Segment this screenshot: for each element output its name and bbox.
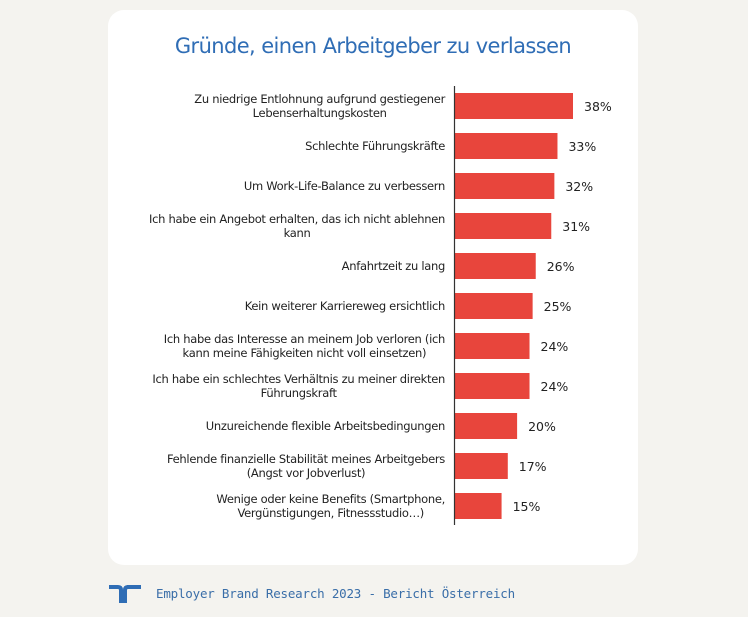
category-label: Um Work-Life-Balance zu verbessern (244, 179, 445, 193)
category-label: Kein weiterer Karriereweg ersichtlich (245, 299, 445, 313)
bars-layer: 38% Zu niedrige Entlohnung aufgrund gesti… (149, 92, 612, 520)
category-label: Zu niedrige Entlohnung aufgrund gestiege… (194, 92, 445, 120)
value-label: 38% (584, 99, 612, 114)
category-label: Unzureichende flexible Arbeitsbedingunge… (206, 419, 445, 433)
category-label-line: Ich habe ein schlechtes Verhältnis zu me… (152, 372, 445, 386)
value-label: 25% (544, 299, 572, 314)
value-label: 15% (513, 499, 541, 514)
category-label-line: kann (284, 226, 311, 240)
value-label: 26% (547, 259, 575, 274)
bar (455, 213, 552, 239)
bar (455, 413, 518, 439)
category-label-line: Um Work-Life-Balance zu verbessern (244, 179, 445, 193)
randstad-logo-icon (109, 585, 141, 603)
value-label: 32% (565, 179, 593, 194)
bar (455, 333, 530, 359)
category-label: Anfahrtzeit zu lang (342, 259, 445, 273)
category-label-line: Schlechte Führungskräfte (305, 139, 445, 153)
value-label: 17% (519, 459, 547, 474)
category-label-line: Vergünstigungen, Fitnessstudio…) (237, 506, 424, 520)
category-label-line: Fehlende finanzielle Stabilität meines A… (167, 452, 445, 466)
bar (455, 133, 558, 159)
category-label-line: Kein weiterer Karriereweg ersichtlich (245, 299, 445, 313)
value-label: 31% (562, 219, 590, 234)
bar (455, 253, 536, 279)
value-label: 33% (568, 139, 596, 154)
footer: Employer Brand Research 2023 - Bericht Ö… (108, 583, 515, 603)
bar (455, 293, 533, 319)
bar (455, 373, 530, 399)
footer-source-text: Employer Brand Research 2023 - Bericht Ö… (156, 585, 515, 601)
category-label-line: Zu niedrige Entlohnung aufgrund gestiege… (194, 92, 445, 106)
category-label-line: Führungskraft (261, 386, 338, 400)
category-label: Schlechte Führungskräfte (305, 139, 445, 153)
value-label: 24% (541, 339, 569, 354)
category-label-line: kann meine Fähigkeiten nicht voll einset… (183, 346, 427, 360)
category-label: Ich habe ein schlechtes Verhältnis zu me… (152, 372, 445, 400)
category-label: Wenige oder keine Benefits (Smartphone, V… (216, 492, 445, 520)
category-label: Ich habe ein Angebot erhalten, das ich n… (149, 212, 445, 240)
value-label: 24% (541, 379, 569, 394)
value-label: 20% (528, 419, 556, 434)
category-label-line: Ich habe das Interesse an meinem Job ver… (164, 332, 445, 346)
category-label-line: Lebenserhaltungskosten (253, 106, 387, 120)
bar (455, 493, 502, 519)
chart-title: Gründe, einen Arbeitgeber zu verlassen (174, 34, 572, 58)
category-label: Fehlende finanzielle Stabilität meines A… (167, 452, 445, 480)
category-label-line: (Angst vor Jobverlust) (247, 466, 366, 480)
category-label-line: Wenige oder keine Benefits (Smartphone, (216, 492, 445, 506)
category-label-line: Ich habe ein Angebot erhalten, das ich n… (149, 212, 445, 226)
bar (455, 453, 508, 479)
category-label-line: Unzureichende flexible Arbeitsbedingunge… (206, 419, 445, 433)
category-label: Ich habe das Interesse an meinem Job ver… (164, 332, 445, 360)
bar (455, 93, 573, 119)
category-label-line: Anfahrtzeit zu lang (342, 259, 445, 273)
bar (455, 173, 555, 199)
